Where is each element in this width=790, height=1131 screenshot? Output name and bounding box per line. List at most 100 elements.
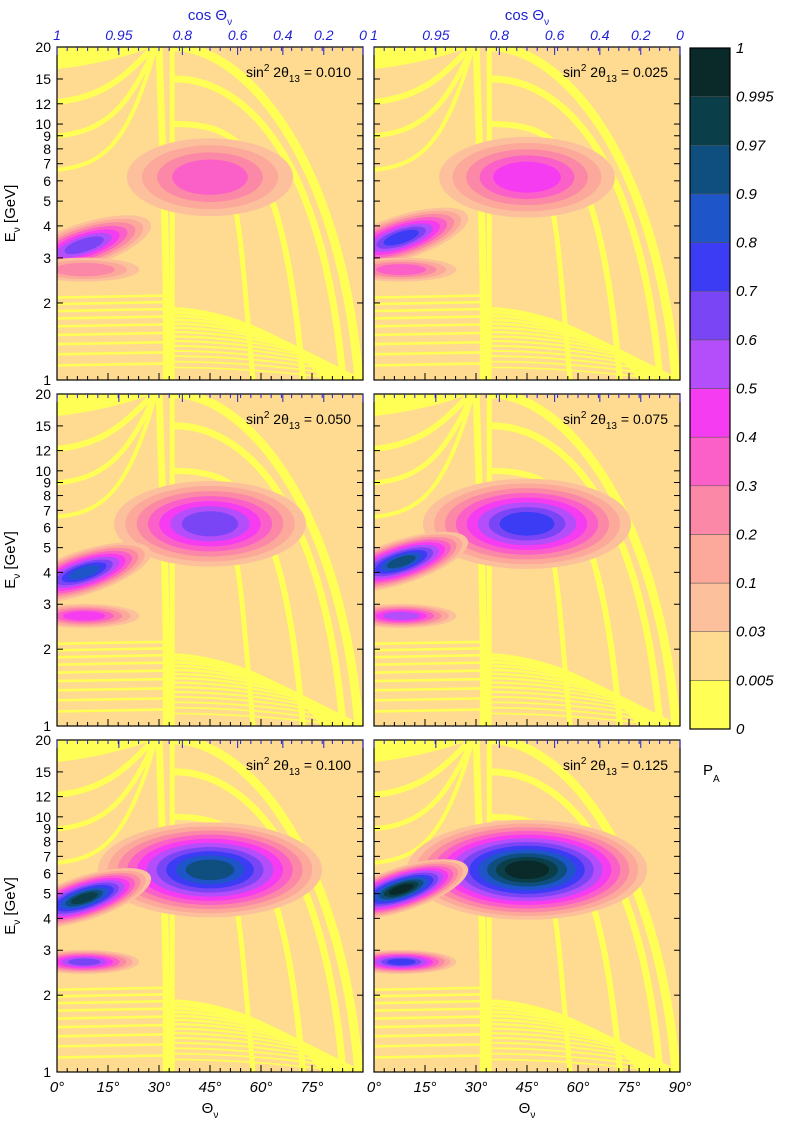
core-low-band bbox=[374, 661, 486, 666]
colorbar-label: 0.3 bbox=[736, 478, 758, 495]
mantle-arc bbox=[171, 75, 347, 380]
core-low-band bbox=[374, 1033, 486, 1038]
x-tick-label: 60° bbox=[567, 1079, 590, 1096]
core-low-band bbox=[57, 362, 169, 367]
panel-4: sin2 2θ13 = 0.075 bbox=[373, 393, 681, 727]
core-resonance bbox=[388, 883, 414, 895]
colorbar: 1 0.995 0.97 0.9 0.8 0.7 0.6 0.5 0.4 0.3 0.2 0.1 0.0… bbox=[689, 40, 774, 785]
colorbar-label: 0.2 bbox=[736, 526, 758, 543]
y-tick-label: 20 bbox=[35, 386, 51, 402]
mantle-band bbox=[169, 1010, 334, 1072]
colorbar-swatch bbox=[689, 388, 731, 438]
core-corner bbox=[374, 740, 469, 762]
y-tick-label: 15 bbox=[35, 764, 51, 780]
colorbar-frame bbox=[689, 47, 731, 730]
colorbar-swatch bbox=[689, 145, 731, 195]
mantle-arc bbox=[487, 394, 680, 726]
core-band bbox=[374, 394, 476, 486]
core-band bbox=[374, 394, 476, 519]
mantle-band bbox=[486, 1014, 654, 1072]
core-low-band bbox=[374, 1015, 486, 1020]
core-resonance bbox=[70, 892, 98, 905]
core-band bbox=[57, 394, 158, 452]
y-axis-label: Eν [GeV] bbox=[2, 185, 23, 243]
x-tick-label: 15° bbox=[97, 1079, 120, 1096]
core-low-band bbox=[374, 331, 486, 337]
core-low-band bbox=[57, 351, 169, 356]
colorbar-label: 0.97 bbox=[736, 137, 766, 154]
core-band bbox=[57, 740, 158, 798]
mantle-band bbox=[169, 322, 337, 380]
core-low-band bbox=[374, 340, 486, 346]
y-tick-label: 7 bbox=[43, 848, 51, 864]
colorbar-swatch bbox=[689, 680, 731, 730]
y-tick-label: 10 bbox=[35, 116, 51, 132]
core-low-band bbox=[57, 687, 169, 692]
colorbar-swatch bbox=[689, 290, 731, 341]
cos-tick-label: 0.4 bbox=[273, 27, 293, 43]
mantle-band bbox=[486, 1010, 651, 1072]
core-band bbox=[57, 394, 159, 519]
cos-tick-label: 0.2 bbox=[314, 27, 334, 43]
core-low-band bbox=[374, 1043, 486, 1048]
cos-tick-label: 0.8 bbox=[490, 27, 510, 43]
core-low-band bbox=[57, 1023, 169, 1029]
y-tick-label: 3 bbox=[43, 942, 51, 958]
colorbar-swatch bbox=[689, 436, 731, 487]
core-low-band bbox=[57, 294, 169, 299]
y-tick-label: 1 bbox=[43, 718, 51, 734]
y-tick-label: 8 bbox=[43, 488, 51, 504]
colorbar-swatch bbox=[689, 242, 731, 292]
core-band bbox=[374, 47, 475, 105]
core-corner bbox=[57, 47, 152, 69]
core-low-band bbox=[57, 1007, 169, 1012]
boundary-strip bbox=[155, 47, 170, 380]
colorbar-swatch bbox=[689, 534, 731, 584]
cos-tick-label: 0.95 bbox=[105, 27, 132, 43]
mantle-arc bbox=[487, 740, 680, 1072]
panel-2: sin2 2θ13 = 0.025 1 0.95 0.8 0.6 0.4 0.2 0 cos Θ… bbox=[370, 7, 684, 381]
colorbar-quantity: PA bbox=[703, 762, 720, 785]
mantle-band bbox=[169, 1018, 340, 1072]
y-tick-label: 8 bbox=[43, 141, 51, 157]
x-tick-label: 0° bbox=[367, 1079, 381, 1096]
x-tick-label: 45° bbox=[199, 1079, 222, 1096]
mantle-resonance bbox=[504, 860, 550, 880]
core-low-band bbox=[374, 677, 486, 683]
core-low-band bbox=[374, 992, 486, 998]
core-band bbox=[374, 740, 475, 798]
colorbar-swatch bbox=[689, 485, 731, 535]
colorbar-label: 0.4 bbox=[736, 429, 757, 446]
core-resonance bbox=[383, 229, 419, 246]
cos-tick-label: 0.4 bbox=[590, 27, 610, 43]
core-low-band bbox=[57, 677, 169, 683]
core-low-band bbox=[57, 999, 169, 1005]
y-tick-label: 10 bbox=[35, 463, 51, 479]
top-axis-label: cos Θν bbox=[505, 7, 549, 28]
colorbar-label: 1 bbox=[736, 40, 744, 57]
core-low-band bbox=[57, 1033, 169, 1038]
core-low-band bbox=[374, 323, 486, 328]
core-low-band bbox=[57, 340, 169, 346]
colorbar-swatch bbox=[689, 631, 731, 681]
colorbar-label: 0.995 bbox=[736, 89, 774, 106]
x-tick-label: 30° bbox=[148, 1079, 171, 1096]
y-tick-label: 7 bbox=[43, 502, 51, 518]
colorbar-label: 0.6 bbox=[736, 332, 758, 349]
y-tick-label: 8 bbox=[43, 834, 51, 850]
y-tick-label: 9 bbox=[43, 128, 51, 144]
mantle-resonance bbox=[185, 859, 235, 881]
mantle-arc bbox=[170, 394, 363, 726]
core-low-band bbox=[374, 362, 486, 367]
y-tick-label: 12 bbox=[35, 96, 51, 112]
colorbar-label: 0.7 bbox=[736, 283, 758, 300]
core-resonance-low bbox=[376, 264, 427, 276]
heatmap-area bbox=[374, 394, 680, 726]
colorbar-label: 0.8 bbox=[736, 235, 758, 252]
core-low-band bbox=[374, 640, 486, 646]
y-tick-label: 3 bbox=[43, 250, 51, 266]
cos-tick-label: 0 bbox=[359, 27, 367, 43]
